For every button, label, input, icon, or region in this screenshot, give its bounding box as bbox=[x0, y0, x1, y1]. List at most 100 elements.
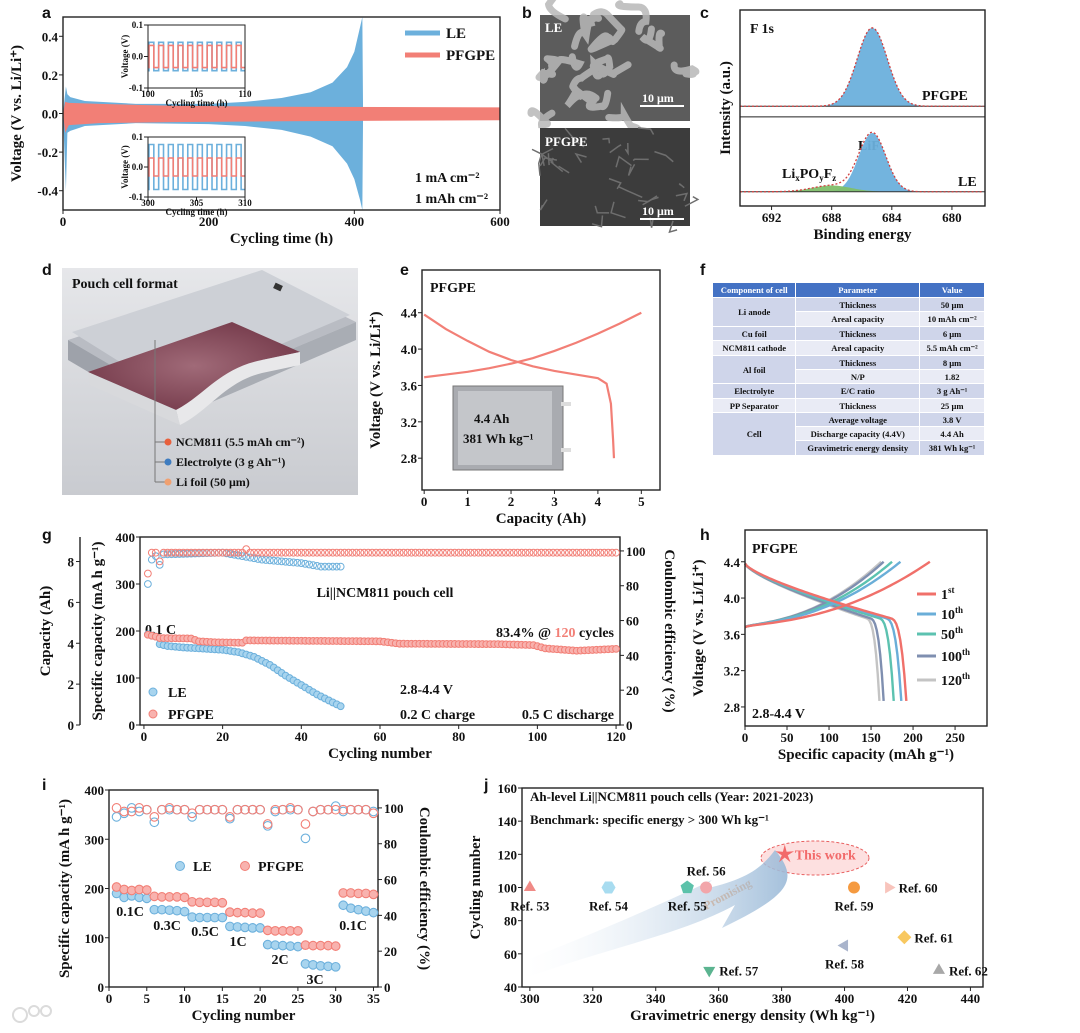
data-point-pfgpe-ce bbox=[270, 804, 281, 815]
data-point-le-ce bbox=[305, 560, 314, 569]
data-point-pfgpe-ce bbox=[576, 548, 585, 557]
xps-peak-lipof: LixPOyFz bbox=[782, 167, 836, 183]
y3-axis-label: Capacity (Ah) bbox=[38, 586, 54, 676]
sem-structure bbox=[527, 107, 556, 129]
data-point-pfgpe-ce bbox=[490, 548, 498, 557]
table-cell-value: 1.82 bbox=[919, 369, 985, 384]
data-point-pfgpe-ce bbox=[301, 548, 310, 557]
x-tick-label: 150 bbox=[861, 730, 881, 745]
data-point-pfgpe-ce bbox=[478, 548, 487, 557]
sem-structure bbox=[590, 54, 632, 80]
table-header: Parameter bbox=[795, 282, 921, 298]
marker-ref-59 bbox=[848, 881, 860, 894]
charge-curve-cycle-1 bbox=[744, 560, 931, 629]
plot-frame bbox=[744, 529, 988, 727]
y-tick-label: 4.0 bbox=[401, 342, 417, 357]
sem-image-pfgpe: PFGPE 10 μm bbox=[531, 127, 700, 234]
y3-tick-label: 2 bbox=[68, 677, 75, 692]
table-cell-component: Li anode bbox=[711, 297, 797, 327]
point-label: Ref. 55 bbox=[668, 899, 707, 914]
data-point-le-ce bbox=[300, 833, 311, 844]
data-point-le-capacity bbox=[336, 702, 345, 711]
marker-ref-57 bbox=[703, 966, 716, 978]
y2-tick-label: 100 bbox=[384, 801, 404, 816]
y2-axis-label: Coulombic efficiency (%) bbox=[416, 807, 432, 970]
y-tick-label: 0.1 bbox=[132, 20, 144, 30]
table-cell-component: PP Separator bbox=[711, 398, 797, 413]
marker-ref-56 bbox=[700, 881, 713, 894]
discharge-curve-cycle-1 bbox=[744, 562, 908, 702]
marker-ref-62 bbox=[932, 963, 946, 974]
y-tick-label: 400 bbox=[85, 783, 105, 798]
legend-marker-le bbox=[175, 861, 185, 871]
data-point-pfgpe-ce bbox=[407, 548, 416, 557]
y-axis-label: Voltage (V) bbox=[120, 145, 130, 188]
data-point-pfgpe-ce bbox=[210, 548, 219, 557]
inset-series-le bbox=[148, 41, 245, 72]
sem-grain-boundary bbox=[564, 127, 585, 148]
table-cell-parameter: Thickness bbox=[795, 326, 921, 341]
point-label: Ref. 57 bbox=[719, 963, 758, 978]
x-axis-label: Cycling number bbox=[328, 746, 432, 762]
y-tick-label: 4.4 bbox=[724, 555, 741, 570]
sem-grain-boundary bbox=[668, 220, 678, 234]
x-tick-label: 5 bbox=[638, 494, 645, 509]
table-row: Al foil Thickness 8 μm bbox=[711, 355, 985, 384]
x-tick-label: 310 bbox=[238, 198, 252, 208]
data-point-pfgpe-ce bbox=[533, 548, 542, 557]
data-point-pfgpe-capacity bbox=[330, 941, 341, 951]
data-point-pfgpe-capacity bbox=[368, 889, 379, 900]
retention-label: 83.4% @ 120 cycles bbox=[496, 626, 615, 641]
y-axis-label: Specific capacity (mA h g⁻¹) bbox=[57, 799, 73, 978]
x-tick-label: 684 bbox=[882, 210, 902, 225]
data-point-pfgpe-ce bbox=[364, 548, 373, 557]
point-label: Ref. 61 bbox=[914, 930, 953, 945]
data-point-pfgpe-ce bbox=[529, 548, 538, 557]
sem-structure bbox=[639, 25, 666, 52]
data-point-pfgpe-ce bbox=[163, 548, 172, 557]
y-tick-label: 60 bbox=[504, 947, 517, 962]
data-point-le-ce bbox=[265, 556, 274, 565]
data-point-pfgpe-ce bbox=[119, 806, 129, 817]
areal-capacity-label: 1 mAh cm⁻² bbox=[415, 192, 488, 207]
x-tick-label: 10 bbox=[178, 991, 191, 1006]
data-point-pfgpe-ce bbox=[330, 804, 341, 815]
table-cell-component: Cu foil bbox=[711, 326, 797, 341]
point-label: This work bbox=[795, 848, 856, 863]
y-tick-label: 100 bbox=[498, 881, 518, 896]
data-point-pfgpe-ce bbox=[265, 548, 274, 557]
data-point-le-ce bbox=[297, 559, 306, 568]
x-tick-label: 0 bbox=[106, 991, 113, 1006]
data-point-pfgpe-ce bbox=[553, 548, 561, 557]
rate-label: 2C bbox=[271, 953, 288, 968]
y-tick-label: 3.6 bbox=[401, 378, 418, 393]
data-point-pfgpe-ce bbox=[525, 548, 534, 557]
data-point-le-ce bbox=[328, 562, 337, 571]
data-point-pfgpe-ce bbox=[206, 548, 215, 557]
data-point-pfgpe-ce bbox=[462, 548, 471, 557]
y-tick-label: 2.8 bbox=[724, 700, 741, 715]
table-cell-value: 3.8 V bbox=[919, 412, 985, 427]
data-point-pfgpe-ce bbox=[308, 806, 318, 817]
x-axis-label: Binding energy bbox=[814, 227, 912, 243]
plot-frame bbox=[739, 9, 986, 207]
x-tick-label: 0 bbox=[742, 730, 749, 745]
data-point-pfgpe-capacity bbox=[217, 897, 228, 908]
panel-letter-a: a bbox=[42, 5, 51, 22]
sem-grain-boundary bbox=[678, 183, 685, 189]
table-cell-parameter: N/P bbox=[795, 369, 921, 384]
sem-grain-boundary bbox=[547, 153, 550, 166]
sem-structure bbox=[590, 8, 626, 44]
y2-tick-label: 0 bbox=[626, 718, 633, 733]
table-cell-parameter: Thickness bbox=[795, 398, 921, 413]
x-tick-label: 420 bbox=[898, 991, 918, 1006]
photo-energy-label: 381 Wh kg⁻¹ bbox=[463, 431, 534, 446]
sem-grain-boundary bbox=[538, 153, 543, 176]
data-point-pfgpe-ce bbox=[254, 548, 262, 557]
data-point-pfgpe-ce bbox=[356, 548, 365, 557]
data-point-pfgpe-ce bbox=[564, 548, 573, 557]
legend-cycle-number: 10 bbox=[941, 608, 955, 623]
data-point-le-ce bbox=[277, 557, 286, 566]
data-point-pfgpe-ce bbox=[517, 548, 526, 557]
data-point-pfgpe-ce bbox=[612, 548, 620, 557]
